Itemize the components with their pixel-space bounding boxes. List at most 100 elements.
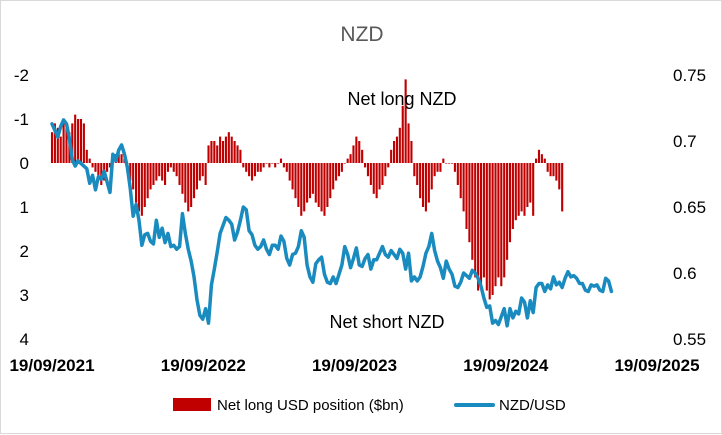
right-tick-label: 0.65 xyxy=(673,198,706,217)
bar xyxy=(364,163,367,168)
bar xyxy=(468,163,471,243)
bar xyxy=(82,123,85,163)
bar xyxy=(494,163,497,287)
bar xyxy=(491,163,494,295)
bar xyxy=(436,163,439,172)
bar xyxy=(332,163,335,190)
bar xyxy=(166,163,170,172)
bar xyxy=(537,149,541,163)
bar xyxy=(274,163,277,168)
legend-swatch-bar xyxy=(173,398,211,411)
bar xyxy=(526,163,529,207)
bar xyxy=(282,163,285,168)
bar xyxy=(378,163,381,190)
bar xyxy=(56,127,59,163)
bar xyxy=(169,163,172,168)
bar xyxy=(59,136,62,163)
bar xyxy=(555,163,558,181)
bar xyxy=(439,163,442,172)
bar xyxy=(543,158,546,163)
bar xyxy=(253,163,256,177)
bar xyxy=(108,163,112,168)
bar xyxy=(372,163,375,194)
bar xyxy=(155,163,158,181)
bar xyxy=(268,163,271,168)
bar xyxy=(329,163,332,199)
bar xyxy=(381,163,384,185)
bar xyxy=(479,163,483,287)
bar xyxy=(62,119,65,163)
bar xyxy=(546,163,549,172)
left-tick-label: 0 xyxy=(20,154,29,173)
left-tick-label: 2 xyxy=(20,242,29,261)
right-tick-label: 0.55 xyxy=(673,330,706,349)
bar xyxy=(250,163,254,181)
bar xyxy=(448,163,451,164)
bar xyxy=(233,141,236,163)
bar xyxy=(317,163,320,207)
bar xyxy=(511,163,514,229)
bar xyxy=(256,163,259,172)
bar xyxy=(297,163,300,207)
bar xyxy=(477,163,480,291)
x-tick-label: 19/09/2022 xyxy=(161,356,246,375)
bar xyxy=(462,163,465,212)
bar xyxy=(236,145,239,163)
bar xyxy=(474,163,477,278)
bar xyxy=(137,163,141,212)
bar xyxy=(456,163,459,185)
bar xyxy=(517,163,520,216)
bar xyxy=(390,149,393,163)
nzdusd-line xyxy=(50,118,614,328)
bar xyxy=(503,163,506,278)
bar xyxy=(120,154,123,163)
bar xyxy=(140,163,143,216)
bar xyxy=(91,163,94,168)
bar xyxy=(558,163,561,190)
bar xyxy=(265,163,268,164)
bar xyxy=(175,163,178,177)
bar xyxy=(453,163,456,172)
bar xyxy=(416,163,419,185)
x-tick-label: 19/09/2024 xyxy=(463,356,549,375)
bar xyxy=(294,163,297,199)
bar xyxy=(143,163,146,207)
bar xyxy=(279,158,283,163)
bar xyxy=(395,136,399,163)
bar xyxy=(224,136,227,163)
bar xyxy=(421,163,425,207)
bar xyxy=(152,163,155,185)
left-tick-label: -1 xyxy=(14,110,29,129)
bar xyxy=(245,163,248,172)
bar xyxy=(65,127,68,163)
bar xyxy=(207,145,210,163)
bar xyxy=(308,163,312,199)
bar xyxy=(132,163,135,190)
bar xyxy=(219,136,222,163)
bar xyxy=(71,123,74,163)
bar xyxy=(97,163,100,177)
bar xyxy=(106,163,109,172)
bar xyxy=(540,154,543,163)
chart-title: NZD xyxy=(340,23,383,46)
bar xyxy=(384,163,387,177)
right-tick-label: 0.75 xyxy=(673,66,706,85)
bar xyxy=(291,163,294,190)
bar xyxy=(349,154,352,163)
bar xyxy=(549,163,552,177)
bar xyxy=(346,158,349,163)
bar xyxy=(277,163,280,164)
bar xyxy=(326,163,329,207)
bar xyxy=(337,163,341,177)
bar-series xyxy=(50,79,564,300)
bar xyxy=(398,127,401,163)
left-tick-label: 3 xyxy=(20,286,29,305)
bar xyxy=(271,163,274,164)
bar xyxy=(392,141,396,163)
bar xyxy=(424,163,427,212)
bar xyxy=(433,163,436,177)
legend-label-line: NZD/USD xyxy=(499,397,566,414)
bar xyxy=(355,136,358,163)
bar xyxy=(248,163,251,177)
